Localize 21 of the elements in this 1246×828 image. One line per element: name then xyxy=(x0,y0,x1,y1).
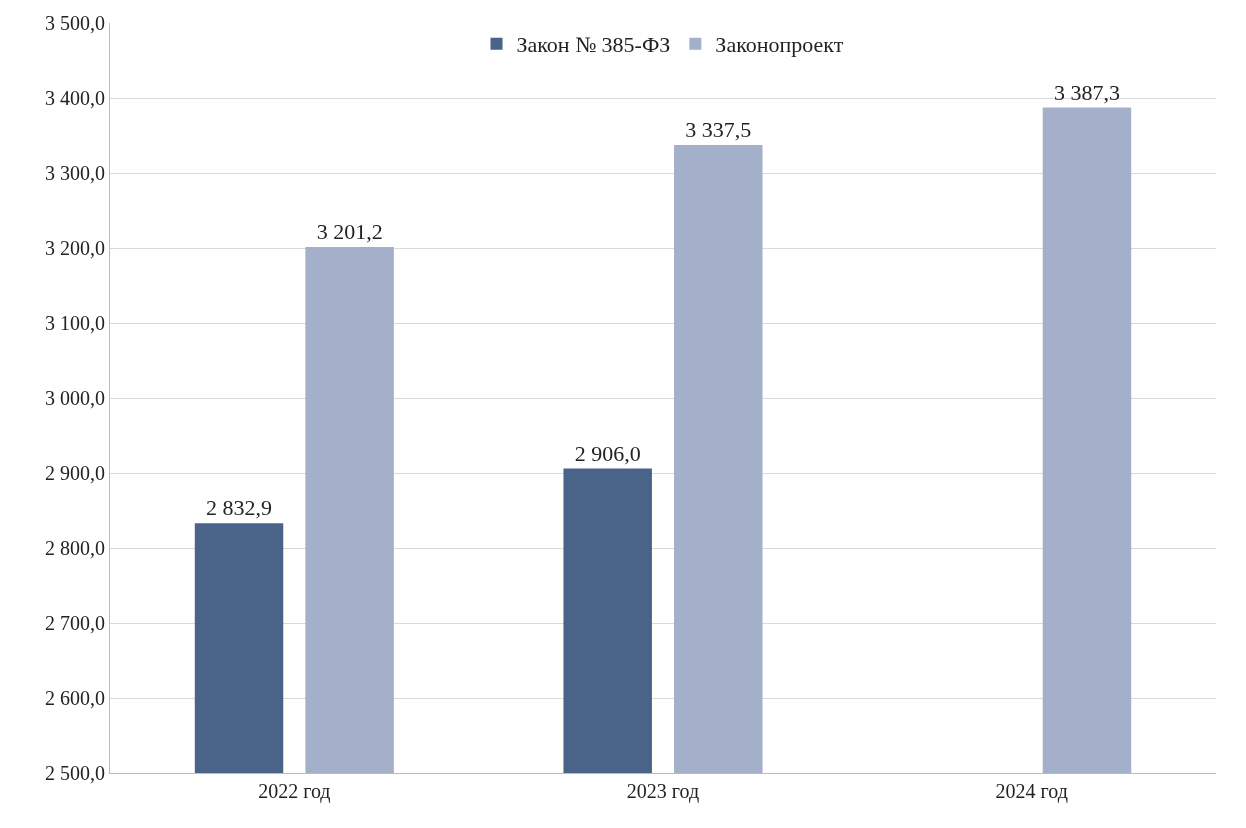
legend-label: Закон № 385-ФЗ xyxy=(516,32,671,58)
y-tick-label: 2 700,0 xyxy=(45,612,105,634)
y-tick-label: 2 600,0 xyxy=(45,687,105,709)
y-tick-label: 3 100,0 xyxy=(45,312,105,334)
x-tick-label: 2023 год xyxy=(626,780,700,803)
y-tick-label: 2 900,0 xyxy=(45,462,105,484)
data-label: 2 906,0 xyxy=(574,440,641,466)
y-tick-label: 3 200,0 xyxy=(45,237,105,259)
y-tick-label: 3 500,0 xyxy=(45,12,105,34)
data-label: 3 337,5 xyxy=(685,116,752,142)
data-label: 2 832,9 xyxy=(206,495,273,521)
x-tick-label: 2024 год xyxy=(995,780,1068,803)
y-tick-label: 3 000,0 xyxy=(45,387,105,409)
y-tick-label: 3 400,0 xyxy=(45,87,105,109)
y-tick-label: 2 500,0 xyxy=(45,762,105,784)
data-label: 3 201,2 xyxy=(316,219,383,245)
data-label: 3 387,3 xyxy=(1053,79,1120,105)
legend-label: Законопроект xyxy=(715,32,844,58)
x-tick-label: 2022 год xyxy=(258,780,331,803)
y-tick-label: 3 300,0 xyxy=(45,162,105,184)
y-tick-label: 2 800,0 xyxy=(45,537,105,559)
